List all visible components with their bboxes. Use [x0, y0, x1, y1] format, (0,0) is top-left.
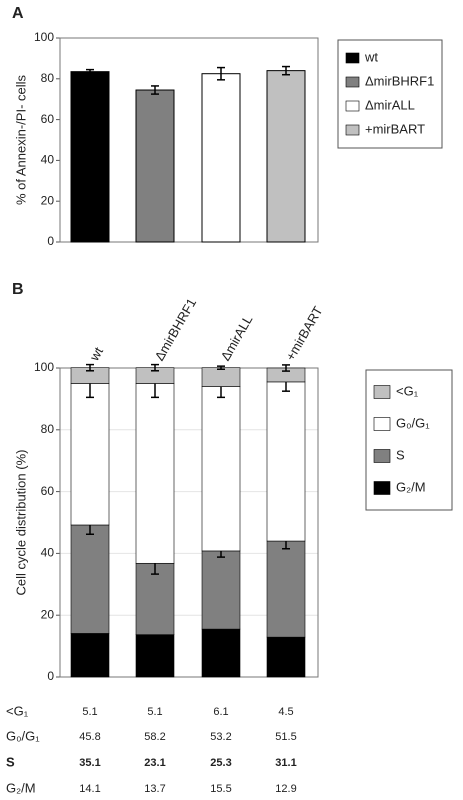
panel-label: B — [12, 281, 24, 298]
y-axis-label: Cell cycle distribution (%) — [13, 450, 28, 596]
legend-swatch — [345, 124, 360, 136]
y-tick-label: 60 — [41, 484, 55, 498]
legend-swatch — [373, 481, 391, 495]
table-cell: 5.1 — [82, 706, 97, 718]
table-cell: 51.5 — [275, 731, 296, 743]
table-cell: 12.9 — [275, 783, 296, 795]
table-row-label: S — [6, 754, 15, 769]
table-row-label: G₂/M — [6, 780, 36, 795]
x-tick-label: ΔmirALL — [218, 313, 256, 364]
y-tick-label: 100 — [34, 30, 54, 44]
y-tick-label: 80 — [41, 422, 55, 436]
legend-swatch — [345, 52, 360, 64]
y-tick-label: 0 — [47, 234, 54, 248]
bar — [135, 89, 175, 243]
plot-frame — [59, 367, 319, 678]
bar-segment — [135, 383, 175, 564]
bar-segment — [70, 633, 110, 678]
y-tick-label: 0 — [47, 669, 54, 683]
bar — [201, 73, 241, 243]
legend-label: ΔmirALL — [365, 97, 415, 112]
table-cell: 35.1 — [79, 757, 100, 769]
table-cell: 31.1 — [275, 757, 296, 769]
table-cell: 13.7 — [144, 783, 165, 795]
legend-label: G₂/M — [396, 479, 426, 494]
legend-swatch — [345, 76, 360, 88]
bar-segment — [135, 634, 175, 678]
bar-segment — [266, 636, 306, 678]
legend-label: <G₁ — [396, 383, 419, 398]
bar — [70, 71, 110, 243]
bar-segment — [70, 524, 110, 634]
bar-segment — [135, 562, 175, 635]
y-axis-label: % of Annexin-/PI- cells — [13, 74, 28, 205]
y-tick-label: 40 — [41, 153, 55, 167]
bar-segment — [201, 628, 241, 678]
table-cell: 23.1 — [144, 757, 165, 769]
table-cell: 14.1 — [79, 783, 100, 795]
table-cell: 25.3 — [210, 757, 231, 769]
bar-segment — [70, 383, 110, 526]
bar-segment — [201, 367, 241, 387]
bar-segment — [266, 540, 306, 638]
table-cell: 4.5 — [278, 706, 293, 718]
table-cell: 15.5 — [210, 783, 231, 795]
y-tick-label: 20 — [41, 193, 55, 207]
y-tick-label: 80 — [41, 71, 55, 85]
table-cell: 58.2 — [144, 731, 165, 743]
table-cell: 6.1 — [213, 706, 228, 718]
y-tick-label: 60 — [41, 112, 55, 126]
panel-label: A — [12, 5, 24, 22]
y-tick-label: 40 — [41, 546, 55, 560]
x-tick-label: +mirBART — [283, 304, 326, 364]
table-row-label: G₀/G₁ — [6, 728, 40, 743]
y-tick-label: 20 — [41, 607, 55, 621]
legend-label: +mirBART — [365, 121, 425, 136]
bar-segment — [201, 550, 241, 630]
legend-swatch — [373, 417, 391, 431]
x-tick-label: wt — [86, 344, 106, 364]
legend-label: G₀/G₁ — [396, 415, 430, 430]
plot-frame — [59, 37, 319, 243]
table-cell: 5.1 — [147, 706, 162, 718]
legend-swatch — [373, 449, 391, 463]
y-tick-label: 100 — [34, 360, 54, 374]
x-tick-label: ΔmirBHRF1 — [152, 296, 200, 364]
table-cell: 53.2 — [210, 731, 231, 743]
bar — [266, 70, 306, 243]
table-cell: 45.8 — [79, 731, 100, 743]
legend-swatch — [345, 100, 360, 112]
legend-label: wt — [364, 49, 378, 64]
bar-segment — [201, 386, 241, 552]
legend-label: ΔmirBHRF1 — [365, 73, 434, 88]
bar-segment — [266, 381, 306, 542]
table-row-label: <G₁ — [6, 703, 29, 718]
legend-label: S — [396, 447, 405, 462]
legend-swatch — [373, 385, 391, 399]
